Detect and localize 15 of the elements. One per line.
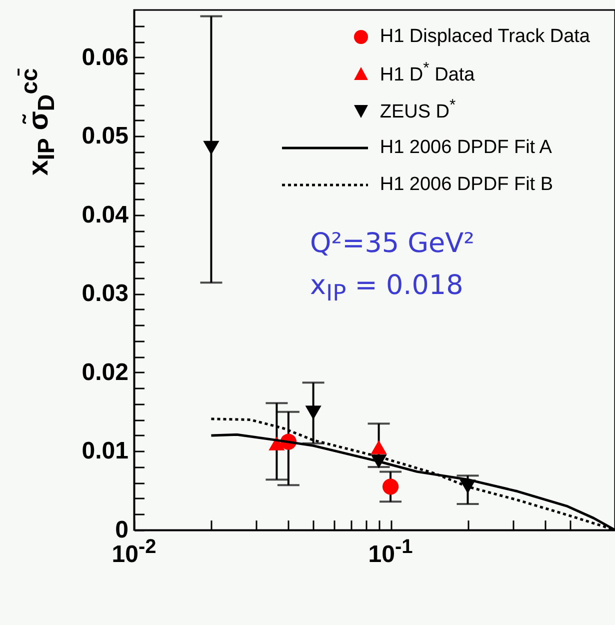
y-tick-label: 0.04 — [82, 201, 130, 228]
legend-label: H1 D$^{*}$ Data — [380, 60, 475, 87]
legend-label: H1 Displaced Track Data — [380, 26, 590, 48]
annotation: Q²=35 GeV² — [310, 228, 474, 259]
legend-label: H1 2006 DPDF Fit A — [380, 136, 552, 158]
x-tick-label: 10$^{-1}$ — [368, 536, 413, 569]
y-tick-label: 0.01 — [82, 438, 128, 465]
legend-label: H1 2006 DPDF Fit B — [380, 174, 554, 196]
y-tick-label: 0 — [115, 516, 128, 544]
annotation: x$_{IP}$ = 0.018 — [310, 270, 464, 306]
legend-label: ZEUS D$^{*}$ — [380, 97, 456, 124]
y-tick-label: 0.02 — [82, 358, 128, 386]
y-tick-label: 0.06 — [82, 44, 128, 71]
y-tick-label: 0.03 — [82, 280, 128, 308]
y-tick-label: 0.05 — [82, 122, 128, 150]
